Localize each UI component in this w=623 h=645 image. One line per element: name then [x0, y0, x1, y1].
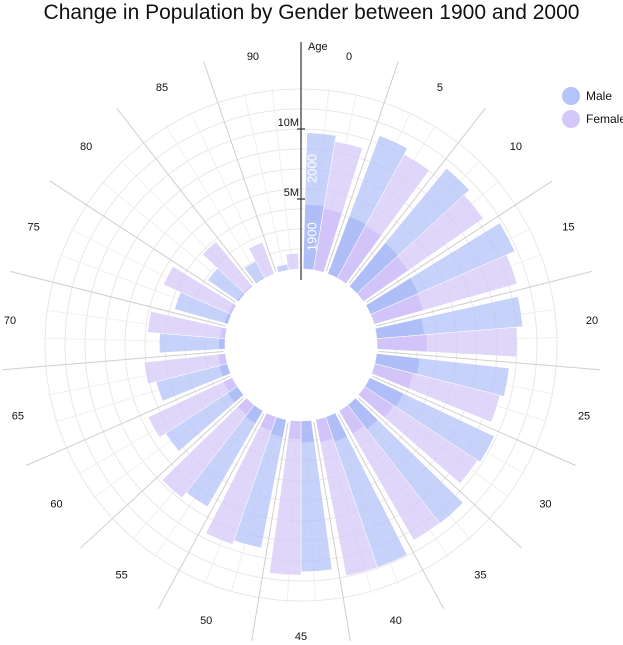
age-label-40: 40	[390, 615, 402, 627]
age-label-25: 25	[578, 411, 590, 423]
age-label-0: 0	[346, 51, 352, 63]
age-label-45: 45	[295, 631, 307, 643]
bars-layer: 1900 2000	[143, 132, 523, 577]
grid-spoke	[372, 375, 576, 466]
grid-spoke	[1, 350, 224, 371]
grid-spoke	[10, 270, 226, 327]
age-label-60: 60	[50, 499, 62, 511]
legend-label-female: Female	[586, 112, 623, 126]
age-label-90: 90	[247, 51, 259, 63]
age-label-5: 5	[437, 82, 443, 94]
legend: Male Female	[562, 87, 623, 128]
grid-spoke	[366, 180, 553, 303]
age-label-70: 70	[4, 315, 16, 327]
grid-spoke	[116, 107, 254, 284]
age-axis-layer: Age	[300, 41, 328, 280]
bar-2000-female-age-90	[285, 252, 300, 271]
age-label-55: 55	[116, 569, 128, 581]
grid-spoke	[313, 421, 351, 641]
age-label-15: 15	[562, 222, 574, 234]
scale-ticks-layer: 5M 10M	[278, 117, 305, 200]
age-labels-layer: 0 5 10 15 20 25 30 35 40 45 50 55 60 65 70 75 80 85 90	[4, 51, 598, 643]
bar-year-label-1900: 1900	[305, 222, 320, 251]
age-label-85: 85	[156, 82, 168, 94]
grid-spoke	[26, 375, 230, 466]
grid-spoke	[79, 397, 244, 549]
scale-tick-label: 5M	[284, 187, 299, 199]
legend-label-male: Male	[586, 89, 612, 103]
grid-spoke	[325, 61, 399, 272]
bar-year-label-2000: 2000	[305, 154, 320, 183]
age-label-10: 10	[510, 141, 522, 153]
grid-spoke	[378, 350, 601, 371]
age-axis-title: Age	[308, 41, 328, 53]
grid-radial	[243, 93, 285, 271]
grid-radial	[271, 88, 293, 270]
grid-radial	[165, 125, 262, 281]
grid-spoke	[358, 397, 523, 549]
age-label-75: 75	[27, 222, 39, 234]
age-label-80: 80	[80, 141, 92, 153]
grid-spoke	[157, 413, 265, 610]
legend-swatch-female	[562, 110, 580, 128]
scale-tick-label: 10M	[278, 117, 299, 129]
grid-spoke	[251, 421, 289, 641]
age-label-35: 35	[474, 569, 486, 581]
grid-spoke	[376, 270, 592, 327]
chart-title: Change in Population by Gender between 1…	[43, 1, 580, 24]
age-label-65: 65	[12, 411, 24, 423]
center-hole	[225, 269, 377, 421]
age-label-50: 50	[200, 615, 212, 627]
grid-spoke	[348, 107, 486, 284]
age-label-30: 30	[539, 499, 551, 511]
grid-spoke	[203, 61, 277, 272]
age-label-20: 20	[586, 315, 598, 327]
grid-spoke	[49, 180, 236, 303]
grid-spoke	[337, 413, 445, 610]
legend-swatch-male	[562, 87, 580, 105]
